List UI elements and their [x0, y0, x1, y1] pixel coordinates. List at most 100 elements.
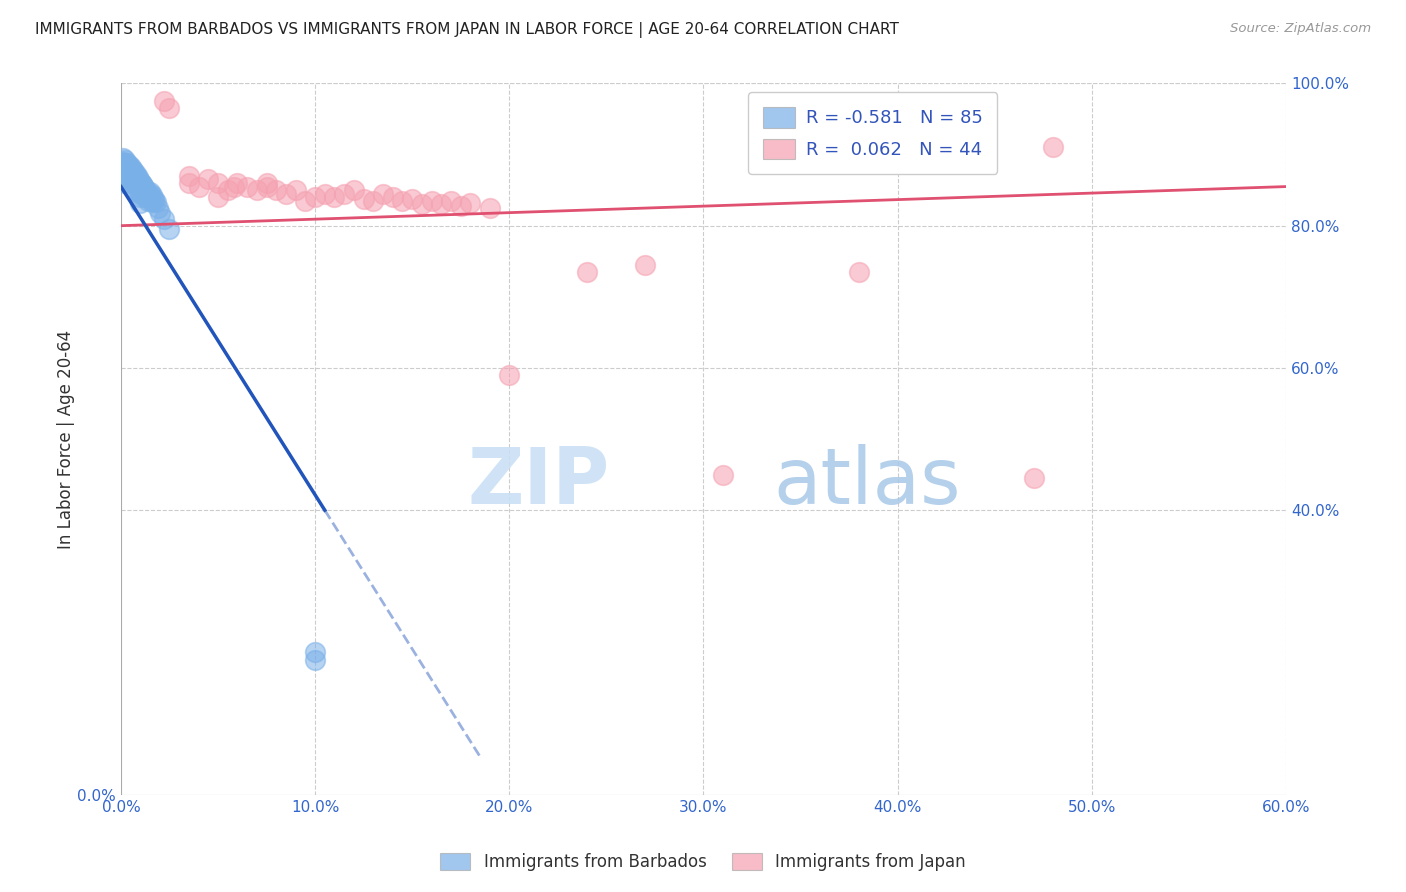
- Point: [135, 185, 157, 199]
- Point: [256, 179, 278, 194]
- Point: [207, 176, 229, 190]
- Point: [121, 162, 143, 177]
- Point: [134, 179, 156, 194]
- Legend: Immigrants from Barbados, Immigrants from Japan: Immigrants from Barbados, Immigrants fro…: [432, 845, 974, 880]
- Point: [177, 176, 200, 190]
- Point: [111, 161, 134, 176]
- Point: [478, 201, 501, 215]
- Point: [353, 192, 375, 206]
- Point: [111, 166, 134, 180]
- Point: [120, 165, 142, 179]
- Text: atlas: atlas: [773, 443, 960, 520]
- Point: [323, 190, 346, 204]
- Point: [343, 183, 366, 197]
- Point: [294, 194, 316, 208]
- Point: [124, 176, 146, 190]
- Point: [136, 194, 159, 208]
- Point: [848, 265, 870, 279]
- Point: [129, 190, 152, 204]
- Point: [129, 179, 152, 194]
- Point: [118, 164, 141, 178]
- Point: [333, 186, 356, 201]
- Point: [381, 190, 404, 204]
- Point: [575, 265, 598, 279]
- Point: [139, 185, 162, 199]
- Point: [141, 195, 163, 210]
- Point: [131, 188, 153, 202]
- Point: [139, 188, 162, 202]
- Point: [111, 151, 134, 165]
- Point: [115, 156, 138, 170]
- Point: [111, 161, 134, 175]
- Point: [115, 158, 138, 172]
- Point: [460, 196, 482, 211]
- Point: [440, 194, 463, 208]
- Point: [115, 168, 138, 182]
- Point: [114, 153, 136, 168]
- Legend: R = -0.581   N = 85, R =  0.062   N = 44: R = -0.581 N = 85, R = 0.062 N = 44: [748, 93, 997, 174]
- Point: [131, 183, 153, 197]
- Point: [127, 172, 149, 186]
- Point: [114, 164, 136, 178]
- Point: [304, 652, 326, 666]
- Point: [124, 169, 146, 183]
- Point: [115, 164, 138, 178]
- Point: [363, 194, 385, 208]
- Point: [111, 154, 134, 169]
- Point: [127, 179, 149, 194]
- Point: [256, 176, 278, 190]
- Point: [304, 645, 326, 659]
- Point: [420, 194, 443, 208]
- Point: [121, 168, 143, 182]
- Point: [152, 94, 174, 108]
- Point: [121, 165, 143, 179]
- Point: [118, 171, 141, 186]
- Point: [304, 190, 326, 204]
- Point: [142, 192, 165, 206]
- Point: [1022, 471, 1045, 485]
- Point: [634, 258, 657, 272]
- Point: [129, 185, 152, 199]
- Point: [115, 161, 138, 176]
- Point: [401, 192, 423, 206]
- Point: [236, 179, 259, 194]
- Point: [142, 194, 165, 208]
- Point: [118, 166, 141, 180]
- Point: [124, 168, 146, 182]
- Point: [125, 171, 148, 186]
- Point: [129, 178, 152, 193]
- Point: [136, 186, 159, 201]
- Point: [246, 183, 269, 197]
- Point: [124, 164, 146, 178]
- Point: [118, 161, 141, 175]
- Point: [187, 179, 209, 194]
- Point: [120, 163, 142, 178]
- Point: [118, 158, 141, 172]
- Point: [711, 467, 734, 482]
- Text: ZIP: ZIP: [468, 443, 610, 520]
- Point: [217, 183, 239, 197]
- Point: [111, 156, 134, 170]
- Point: [125, 169, 148, 183]
- Point: [146, 201, 169, 215]
- Point: [135, 190, 157, 204]
- Point: [226, 176, 249, 190]
- Point: [139, 192, 162, 206]
- Point: [127, 175, 149, 189]
- Point: [114, 161, 136, 176]
- Point: [114, 156, 136, 170]
- Point: [264, 183, 287, 197]
- Point: [131, 178, 153, 192]
- Point: [314, 186, 336, 201]
- Point: [129, 174, 152, 188]
- Point: [114, 176, 136, 190]
- Point: [121, 171, 143, 186]
- Point: [222, 179, 245, 194]
- Point: [371, 186, 394, 201]
- Point: [124, 170, 146, 185]
- Point: [134, 186, 156, 201]
- Point: [120, 176, 142, 190]
- Point: [159, 101, 181, 115]
- Point: [152, 211, 174, 226]
- Point: [111, 168, 134, 182]
